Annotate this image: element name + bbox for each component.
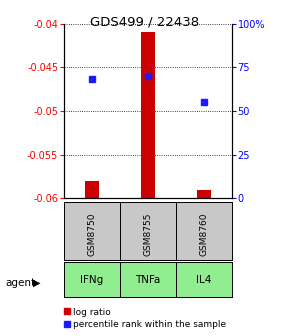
Text: TNFa: TNFa [135,275,161,285]
Text: IFNg: IFNg [80,275,104,285]
Text: percentile rank within the sample: percentile rank within the sample [73,321,226,329]
Text: ▶: ▶ [33,278,41,288]
Text: GDS499 / 22438: GDS499 / 22438 [90,15,200,28]
Text: log ratio: log ratio [73,308,111,317]
Bar [197,190,211,198]
Bar [85,181,99,198]
Text: GSM8755: GSM8755 [143,212,153,256]
Text: GSM8750: GSM8750 [87,212,96,256]
Bar [141,32,155,198]
Text: agent: agent [6,278,36,288]
Text: GSM8760: GSM8760 [200,212,209,256]
Text: IL4: IL4 [196,275,212,285]
